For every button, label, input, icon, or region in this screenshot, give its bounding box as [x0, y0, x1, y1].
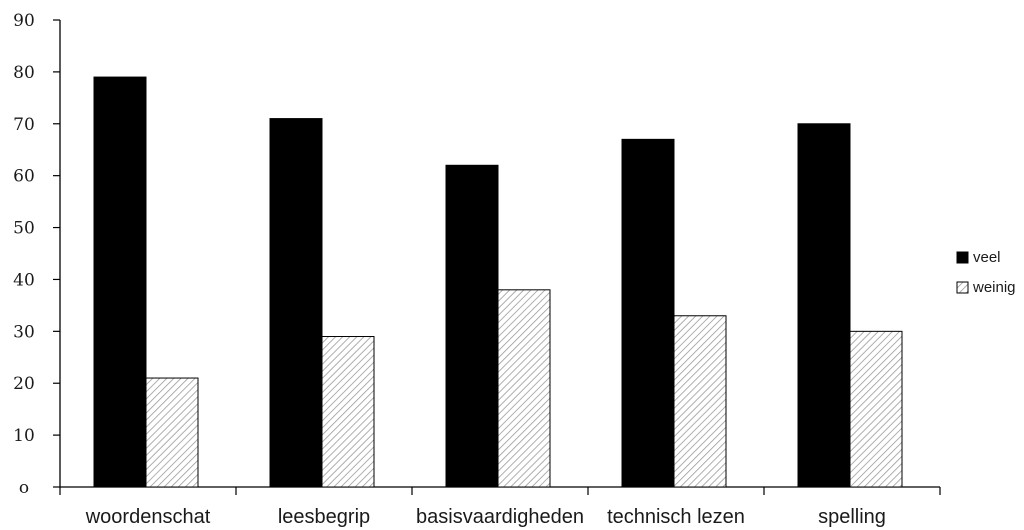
legend-label-veel: veel: [973, 249, 1001, 266]
axes: [53, 19, 941, 495]
y-axis-labels: o 10 20 30 40 50 60 70 80 90: [13, 11, 35, 498]
legend-label-weinig: weinig: [972, 279, 1016, 296]
x-category-label: woordenschat: [85, 506, 211, 528]
y-tick-label: 80: [13, 63, 35, 83]
y-tick-label: o: [19, 478, 29, 498]
x-category-label: basisvaardigheden: [416, 506, 584, 528]
bar-weinig-4: [849, 330, 903, 488]
x-axis-labels: woordenschat leesbegrip basisvaardigheden t…: [85, 506, 886, 528]
bar-weinig-2: [497, 289, 551, 488]
bar-veel-3: [621, 138, 675, 488]
legend-swatch-veel: [956, 251, 969, 264]
bar-weinig-0: [145, 377, 199, 488]
bars: [93, 76, 903, 488]
x-category-label: spelling: [818, 506, 886, 528]
bar-veel-2: [445, 164, 499, 488]
bar-weinig-3: [673, 315, 727, 488]
y-tick-label: 30: [13, 322, 35, 342]
y-tick-label: 50: [13, 219, 35, 239]
y-tick-label: 10: [13, 426, 35, 446]
bar-veel-1: [269, 118, 323, 488]
y-tick-label: 60: [13, 167, 35, 187]
y-tick-label: 90: [13, 11, 35, 31]
y-tick-label: 20: [13, 374, 35, 394]
x-category-label: technisch lezen: [607, 506, 745, 528]
bar-veel-0: [93, 76, 147, 488]
legend: veel weinig: [956, 249, 1016, 296]
y-tick-label: 70: [13, 115, 35, 135]
bar-weinig-1: [321, 336, 375, 488]
bar-veel-4: [797, 123, 851, 488]
x-category-label: leesbegrip: [278, 506, 370, 528]
y-tick-label: 40: [13, 270, 35, 290]
legend-swatch-weinig: [956, 281, 969, 294]
